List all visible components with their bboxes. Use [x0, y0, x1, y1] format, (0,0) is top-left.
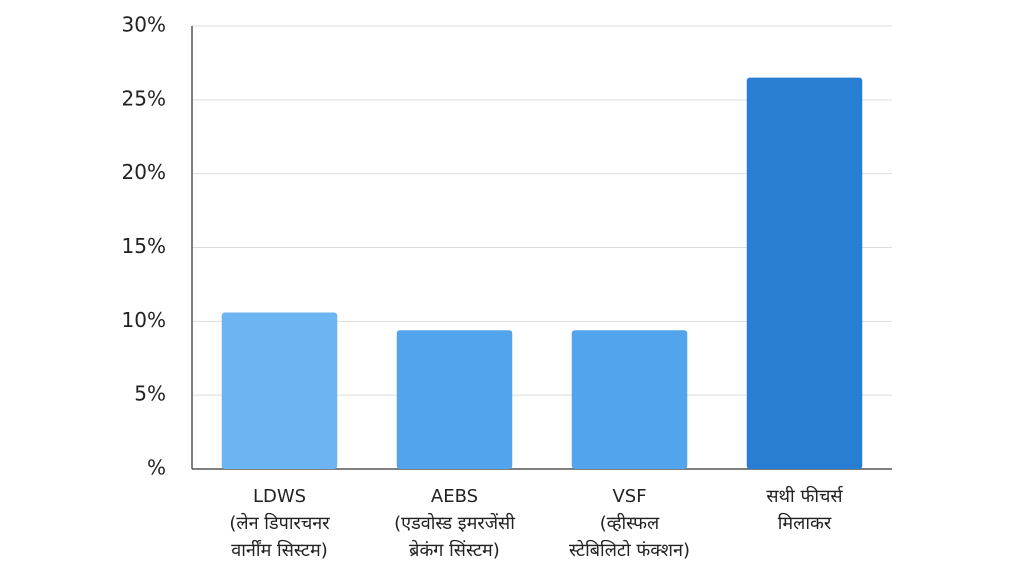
- x-tick-label: AEBS (एडवोस्ड इमरजेंसी ब्रेकंग सिंस्टम): [394, 486, 515, 561]
- y-tick-label: 5%: [134, 382, 166, 406]
- y-tick-label: 30%: [122, 13, 166, 37]
- bar: [571, 330, 688, 469]
- y-tick-label: %: [147, 456, 166, 480]
- bar: [396, 330, 513, 469]
- x-tick-label: सथी फीचर्स मिलाकर: [766, 485, 843, 534]
- bar: [746, 77, 863, 469]
- x-tick-label: VSF (व्हीस्फल स्टेबिलिटो फंक्शन): [569, 486, 690, 561]
- y-tick-label: 10%: [122, 308, 166, 332]
- x-tick-label: LDWS (लेन डिपारचनर वार्नींम सिस्टम): [229, 486, 330, 561]
- y-tick-label: 15%: [122, 234, 166, 258]
- bar: [221, 312, 338, 469]
- y-tick-label: 20%: [122, 160, 166, 184]
- y-tick-label: 25%: [122, 86, 166, 110]
